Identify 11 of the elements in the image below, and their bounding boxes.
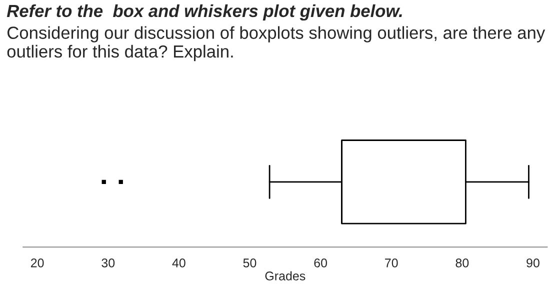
x-tick-label: 30 — [102, 258, 115, 268]
x-tick-label: 80 — [456, 258, 469, 268]
x-tick-label: 60 — [314, 258, 328, 268]
x-tick-label: 70 — [385, 258, 398, 268]
x-tick-label: 40 — [172, 258, 186, 268]
x-tick-label: 50 — [243, 258, 256, 268]
x-axis-title: Grades — [265, 271, 306, 280]
x-tick-label: 20 — [30, 258, 44, 268]
x-tick-label: 90 — [526, 258, 540, 268]
chart-subtitle: Considering our discussion of boxplots showing outliers, are there any outliers for this data? Explain. — [7, 26, 546, 62]
chart-title: Refer to the box and whiskers plot given below. — [6, 4, 402, 21]
